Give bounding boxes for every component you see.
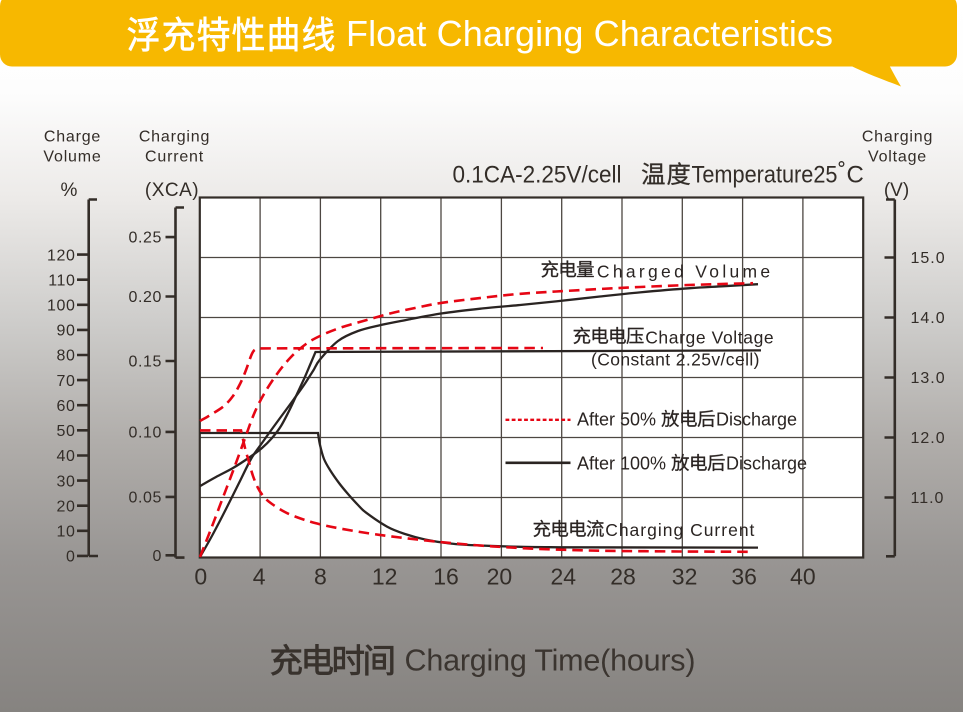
svg-text:20: 20	[487, 564, 513, 590]
svg-text:After 50%: After 50%	[577, 410, 656, 430]
svg-text:50: 50	[57, 423, 76, 440]
svg-text:11.0: 11.0	[911, 490, 945, 507]
svg-text:24: 24	[551, 564, 577, 590]
svg-text:0: 0	[153, 548, 163, 565]
svg-text:110: 110	[48, 272, 75, 289]
svg-text:0.10: 0.10	[128, 424, 162, 441]
svg-text:Current: Current	[145, 149, 204, 166]
svg-text:0: 0	[66, 549, 76, 566]
svg-text:14.0: 14.0	[911, 310, 946, 327]
svg-text:Temperature25: Temperature25	[692, 162, 838, 189]
svg-text:120: 120	[47, 247, 76, 264]
svg-text:28: 28	[610, 564, 636, 590]
svg-text:Charging Time(hours): Charging Time(hours)	[405, 644, 696, 678]
svg-text:4: 4	[253, 564, 266, 590]
svg-text:Discharge: Discharge	[716, 410, 797, 430]
svg-text:(Constant 2.25v/cell): (Constant 2.25v/cell)	[591, 350, 760, 370]
svg-text:C: C	[847, 162, 864, 189]
svg-text:Voltage: Voltage	[868, 149, 927, 166]
svg-text:0.25: 0.25	[128, 230, 162, 247]
svg-text:Discharge: Discharge	[726, 454, 807, 474]
svg-text:(V): (V)	[884, 180, 909, 201]
svg-text:40: 40	[57, 448, 76, 465]
svg-text:0.1CA-2.25V/cell: 0.1CA-2.25V/cell	[453, 162, 622, 189]
svg-text:60: 60	[57, 398, 76, 415]
svg-text:(XCA): (XCA)	[145, 180, 199, 201]
svg-text:0.20: 0.20	[128, 289, 162, 306]
svg-text:Charged Volume: Charged Volume	[597, 262, 774, 282]
svg-text:12.0: 12.0	[911, 430, 946, 447]
svg-text:After 100%: After 100%	[577, 454, 666, 474]
svg-text:0.15: 0.15	[128, 354, 162, 371]
svg-text:30: 30	[57, 473, 76, 490]
svg-text:Volume: Volume	[43, 149, 101, 166]
svg-text:%: %	[61, 180, 78, 201]
svg-text:40: 40	[790, 564, 816, 590]
svg-text:80: 80	[57, 348, 76, 365]
svg-text:12: 12	[372, 564, 398, 590]
svg-text:36: 36	[731, 564, 757, 590]
svg-text:70: 70	[57, 373, 76, 390]
svg-text:Charging Current: Charging Current	[605, 520, 755, 540]
svg-text:0: 0	[194, 564, 207, 590]
svg-text:16: 16	[433, 564, 459, 590]
svg-text:Charging: Charging	[862, 128, 933, 145]
svg-text:90: 90	[57, 323, 76, 340]
svg-text:13.0: 13.0	[911, 370, 946, 387]
svg-text:100: 100	[47, 298, 76, 315]
svg-text:Charging: Charging	[139, 128, 210, 145]
svg-text:15.0: 15.0	[911, 250, 946, 267]
svg-text:0.05: 0.05	[128, 489, 162, 506]
svg-text:Float Charging Characteristics: Float Charging Characteristics	[346, 13, 833, 54]
svg-text:32: 32	[672, 564, 698, 590]
svg-text:20: 20	[57, 498, 76, 515]
svg-text:10: 10	[57, 524, 76, 541]
svg-text:Charge Voltage: Charge Voltage	[645, 328, 774, 348]
svg-text:8: 8	[314, 564, 327, 590]
svg-text:Charge: Charge	[44, 128, 101, 145]
